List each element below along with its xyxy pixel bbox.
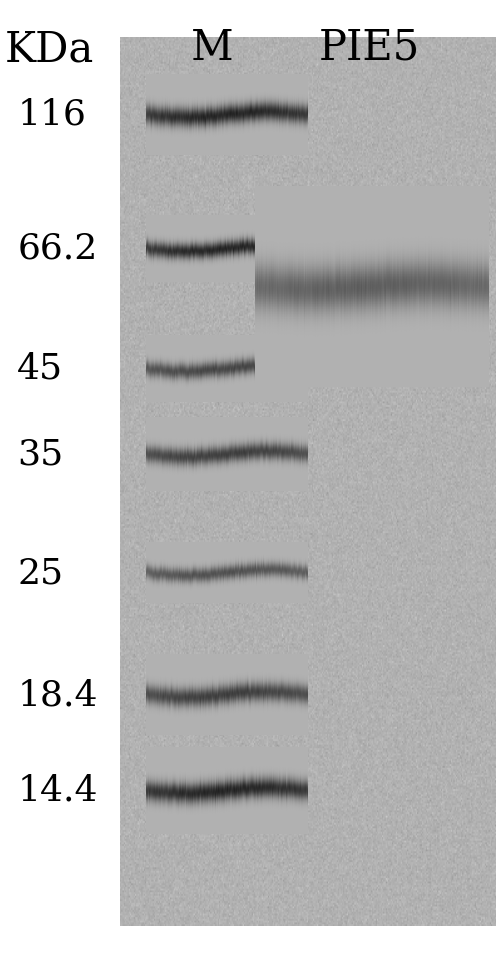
Text: 66.2: 66.2 [17, 231, 98, 265]
Text: KDa: KDa [5, 29, 94, 71]
Text: 14.4: 14.4 [17, 774, 98, 808]
Text: PIE5: PIE5 [319, 27, 420, 69]
Text: 35: 35 [17, 437, 63, 472]
Text: 116: 116 [17, 97, 86, 132]
Text: M: M [191, 27, 234, 69]
Text: 25: 25 [17, 556, 63, 590]
Text: 45: 45 [17, 351, 63, 386]
Text: 18.4: 18.4 [17, 678, 98, 712]
